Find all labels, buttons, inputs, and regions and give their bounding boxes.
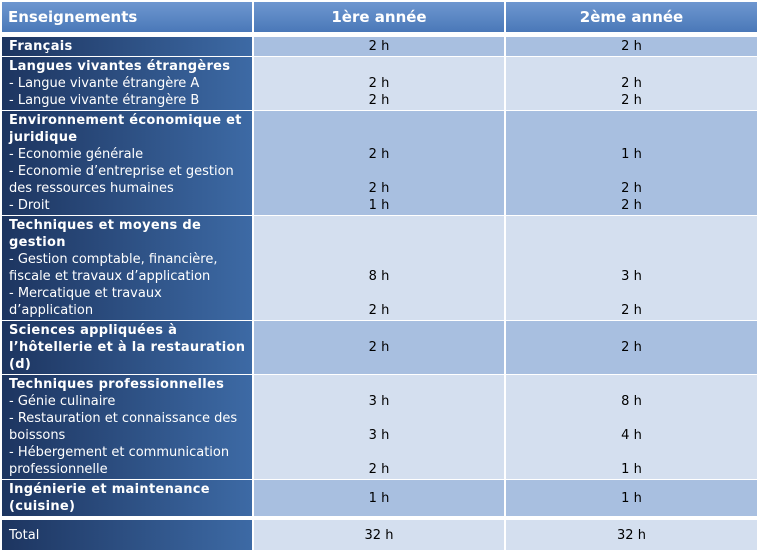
hours-cell: 2 h 2 h 1 h	[254, 111, 504, 215]
subject-cell: Environnement économique et juridique - E…	[2, 111, 252, 215]
hours: 2 h	[621, 303, 642, 318]
item-label: - Génie culinaire	[9, 394, 116, 409]
hours: 1 h	[368, 490, 390, 506]
hours: 2 h	[368, 147, 390, 162]
header-cell: Enseignements	[2, 2, 252, 32]
hours: 8 h	[368, 269, 390, 284]
hours: 2 h	[368, 76, 390, 91]
hours: 2 h	[368, 303, 390, 318]
item-label: - Langue vivante étrangère B	[9, 93, 200, 108]
hours: 2 h	[621, 181, 642, 196]
hours-cell: 3 h 2 h	[506, 216, 757, 320]
subject-row: Environnement économique et juridique - E…	[2, 111, 757, 215]
item-label: - Droit	[9, 198, 50, 213]
total-row: Total 32 h 32 h	[2, 520, 757, 550]
hours: 2 h	[368, 39, 390, 54]
hours: 3 h	[621, 269, 642, 284]
hours: 2 h	[368, 462, 390, 477]
spacer	[254, 112, 504, 146]
spacer	[506, 376, 757, 393]
hours-cell: 2 h	[254, 37, 504, 56]
item-label: - Hébergement et communication professio…	[9, 445, 230, 477]
subject-title: Techniques et moyens de gestion	[9, 218, 202, 250]
hours-cell: 1 h	[254, 480, 504, 516]
subject-row: Sciences appliquées à l’hôtellerie et à …	[2, 321, 757, 374]
subject-row: Français 2 h 2 h	[2, 37, 757, 56]
subject-cell: Sciences appliquées à l’hôtellerie et à …	[2, 321, 252, 374]
header-row: Enseignements 1ère année 2ème année	[2, 2, 757, 32]
hours: 2 h	[368, 340, 390, 355]
hours-cell: 8 h 2 h	[254, 216, 504, 320]
subject-cell: Techniques et moyens de gestion - Gestion…	[2, 216, 252, 320]
subject-title: Techniques professionnelles	[9, 377, 225, 392]
subject-cell: Techniques professionnelles - Génie culin…	[2, 375, 252, 479]
item-label: - Economie générale	[9, 147, 144, 162]
hours: 3 h	[368, 428, 390, 443]
hours-cell: 1 h	[506, 480, 757, 516]
hours: 2 h	[368, 93, 390, 108]
hours: 8 h	[621, 394, 642, 409]
hours-cell: 1 h 2 h 2 h	[506, 111, 757, 215]
hours: 2 h	[621, 198, 642, 213]
spacer	[254, 376, 504, 393]
spacer	[506, 217, 757, 251]
hours-cell: 2 h	[506, 321, 757, 374]
hours: 2 h	[621, 93, 642, 108]
spacer	[506, 112, 757, 146]
subject-title: Environnement économique et juridique	[9, 113, 242, 145]
total-hours: 32 h	[254, 520, 504, 550]
subject-cell: Ingénierie et maintenance (cuisine)	[2, 480, 252, 516]
total-hours: 32 h	[506, 520, 757, 550]
hours-cell: 3 h 3 h 2 h	[254, 375, 504, 479]
hours: 3 h	[368, 394, 390, 409]
subject-cell: Langues vivantes étrangères - Langue viva…	[2, 57, 252, 110]
hours: 1 h	[368, 198, 390, 213]
item-label: - Mercatique et travaux d’application	[9, 286, 162, 318]
header-cell: 2ème année	[506, 2, 757, 32]
hours: 2 h	[621, 76, 642, 91]
subject-cell: Français	[2, 37, 252, 56]
hours: 1 h	[621, 147, 642, 162]
hours: 2 h	[368, 181, 390, 196]
hours-cell: 2 h	[254, 321, 504, 374]
subject-row: Techniques professionnelles - Génie culin…	[2, 375, 757, 479]
hours: 1 h	[621, 462, 642, 477]
item-label: - Restauration et connaissance des boiss…	[9, 411, 238, 443]
hours-cell: 8 h 4 h 1 h	[506, 375, 757, 479]
hours: 2 h	[621, 340, 642, 355]
item-label: - Gestion comptable, financière, fiscale…	[9, 252, 218, 284]
subject-row: Langues vivantes étrangères - Langue viva…	[2, 57, 757, 110]
subject-row: Ingénierie et maintenance (cuisine) 1 h 1 …	[2, 480, 757, 516]
subject-title: Français	[9, 39, 73, 54]
subject-title: Sciences appliquées à l’hôtellerie et à …	[9, 323, 246, 372]
hours: 1 h	[621, 490, 642, 506]
subject-row: Techniques et moyens de gestion - Gestion…	[2, 216, 757, 320]
item-label: - Langue vivante étrangère A	[9, 76, 200, 91]
item-label: - Economie d’entreprise et gestion des r…	[9, 164, 234, 196]
subject-title: Ingénierie et maintenance (cuisine)	[9, 482, 210, 514]
header-cell: 1ère année	[254, 2, 504, 32]
spacer	[254, 217, 504, 251]
hours: 4 h	[621, 428, 642, 443]
spacer	[254, 58, 504, 75]
subject-title: Langues vivantes étrangères	[9, 59, 231, 74]
hours: 2 h	[621, 39, 642, 54]
spacer	[506, 58, 757, 75]
hours-cell: 2 h	[506, 37, 757, 56]
total-cell: Total	[2, 520, 252, 550]
